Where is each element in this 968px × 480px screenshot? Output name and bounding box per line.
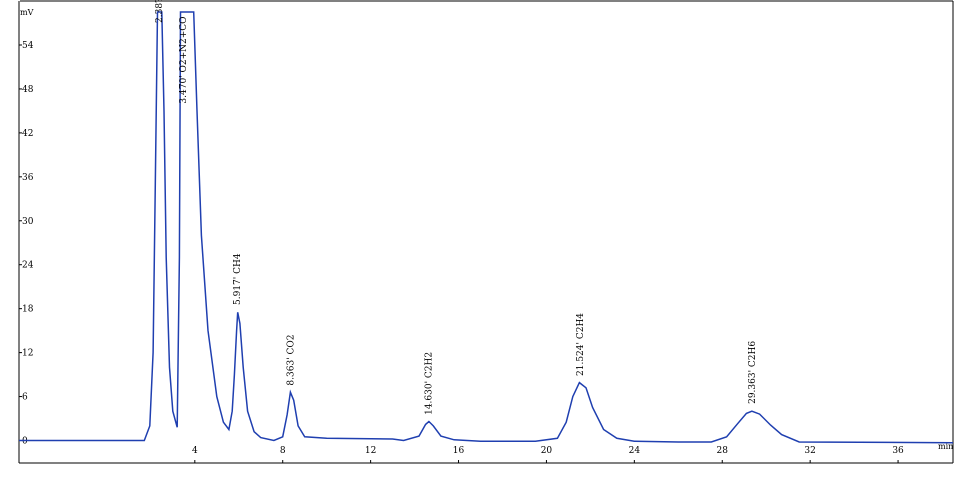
peak-labels: 2.38? H2 3.470' O2+N2+CO 5.917' CH4 8.363' … — [155, 0, 758, 415]
y-tick-label: 18 — [22, 305, 34, 315]
axes: mV min — [18, 0, 954, 464]
y-tick-label: 36 — [22, 173, 34, 183]
x-unit-label: min — [938, 442, 953, 451]
x-tick-label: 16 — [453, 446, 465, 456]
x-tick-label: 20 — [541, 446, 553, 456]
x-tick-label: 36 — [892, 446, 904, 456]
y-tick-label: 30 — [22, 217, 34, 227]
x-tick-label: 8 — [280, 446, 286, 456]
x-tick-label: 28 — [717, 446, 729, 456]
y-tick-label: 6 — [22, 393, 28, 403]
y-tick-label: 24 — [22, 261, 34, 271]
peak-label: 29.363' C2H6 — [748, 341, 758, 404]
y-ticks: 0 6 12 18 24 30 36 42 48 54 — [19, 41, 34, 447]
peak-label: 21.524' C2H4 — [576, 313, 586, 376]
peak-label: 3.470' O2+N2+CO — [179, 16, 189, 103]
y-tick-label: 12 — [22, 349, 33, 359]
x-tick-label: 4 — [192, 446, 198, 456]
y-tick-label: 42 — [22, 129, 33, 139]
y-tick-label: 54 — [22, 41, 34, 51]
y-tick-label: 0 — [22, 437, 28, 447]
x-ticks: 4 8 12 16 20 24 28 32 36 — [192, 446, 904, 463]
x-tick-label: 32 — [804, 446, 815, 456]
signal-trace — [19, 11, 954, 444]
peak-label: 5.917' CH4 — [233, 253, 243, 305]
peak-label: 2.38? H2 — [155, 0, 165, 23]
x-tick-label: 24 — [629, 446, 641, 456]
y-unit-label: mV — [20, 8, 34, 17]
y-tick-label: 48 — [22, 85, 34, 95]
peak-label: 14.630' C2H2 — [424, 352, 434, 415]
peak-label: 8.363' CO2 — [287, 335, 297, 386]
x-tick-label: 12 — [365, 446, 376, 456]
